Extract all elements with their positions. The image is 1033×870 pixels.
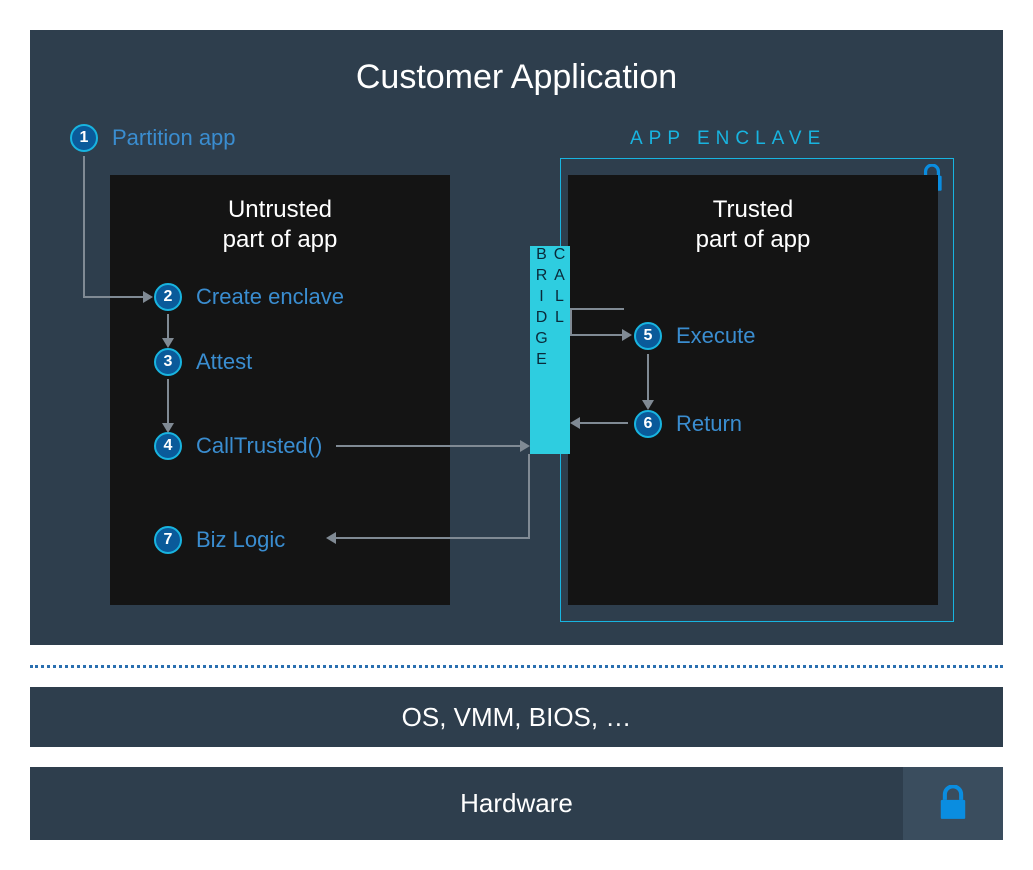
- customer-app-title: Customer Application: [30, 58, 1003, 97]
- step-label: CallTrusted(): [196, 433, 322, 459]
- step-label: Partition app: [112, 125, 236, 151]
- arrow-head-icon: [143, 291, 153, 303]
- step-badge: 6: [634, 410, 662, 438]
- step-6-return: 6 Return: [634, 410, 742, 438]
- arrow-head-icon: [326, 532, 336, 544]
- untrusted-panel-title: Untrusted part of app: [110, 195, 450, 255]
- step-1-partition-app: 1 Partition app: [70, 124, 236, 152]
- step-5-execute: 5 Execute: [634, 322, 756, 350]
- arrow-head-icon: [162, 423, 174, 433]
- arrow-head-icon: [570, 417, 580, 429]
- arrow-head-icon: [520, 440, 530, 452]
- step-label: Create enclave: [196, 284, 344, 310]
- step-badge: 7: [154, 526, 182, 554]
- arrow-segment: [570, 334, 622, 336]
- step-badge: 2: [154, 283, 182, 311]
- app-enclave-label: APP ENCLAVE: [630, 128, 826, 150]
- os-bar: OS, VMM, BIOS, …: [30, 687, 1003, 747]
- arrow-segment: [83, 156, 85, 296]
- enclave-architecture-diagram: Customer Application Untrusted part of a…: [30, 30, 1003, 840]
- step-label: Biz Logic: [196, 527, 285, 553]
- step-4-calltrusted: 4 CallTrusted(): [154, 432, 322, 460]
- call-bridge: CALL BRIDGE: [530, 246, 570, 454]
- arrow-segment: [83, 296, 143, 298]
- arrow-segment: [336, 537, 530, 539]
- arrow-segment: [167, 314, 169, 338]
- arrow-segment: [570, 308, 624, 310]
- step-badge: 1: [70, 124, 98, 152]
- step-2-create-enclave: 2 Create enclave: [154, 283, 344, 311]
- arrow-segment: [528, 454, 530, 539]
- dotted-divider: [30, 665, 1003, 668]
- call-bridge-label: CALL BRIDGE: [532, 246, 568, 454]
- step-badge: 4: [154, 432, 182, 460]
- step-badge: 3: [154, 348, 182, 376]
- arrow-head-icon: [642, 400, 654, 410]
- os-bar-label: OS, VMM, BIOS, …: [402, 702, 632, 733]
- step-7-biz-logic: 7 Biz Logic: [154, 526, 285, 554]
- customer-app-panel: Customer Application Untrusted part of a…: [30, 30, 1003, 645]
- arrow-segment: [570, 308, 572, 335]
- arrow-segment: [336, 445, 520, 447]
- arrow-head-icon: [622, 329, 632, 341]
- arrow-segment: [647, 354, 649, 400]
- arrow-segment: [580, 422, 628, 424]
- step-label: Return: [676, 411, 742, 437]
- trusted-panel-title: Trusted part of app: [568, 195, 938, 255]
- step-label: Attest: [196, 349, 252, 375]
- step-label: Execute: [676, 323, 756, 349]
- hardware-bar: Hardware: [30, 767, 1003, 840]
- step-3-attest: 3 Attest: [154, 348, 252, 376]
- hardware-bar-label: Hardware: [460, 788, 573, 819]
- arrow-head-icon: [162, 338, 174, 348]
- trusted-panel: Trusted part of app: [568, 175, 938, 605]
- hardware-lock-box: [903, 767, 1003, 840]
- step-badge: 5: [634, 322, 662, 350]
- arrow-segment: [167, 379, 169, 423]
- lock-icon: [936, 785, 970, 823]
